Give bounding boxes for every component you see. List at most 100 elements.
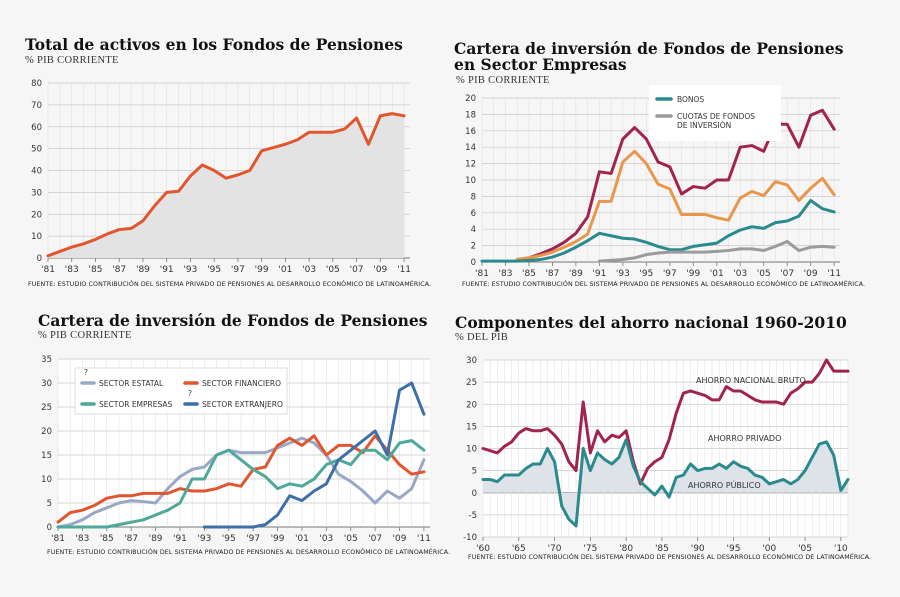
x-tick-label: '60 <box>476 544 490 554</box>
y-tick-label: 18 <box>465 110 476 120</box>
chart4-source: FUENTE: ESTUDIO CONTRIBUCIÓN DEL SISTEMA… <box>468 554 872 561</box>
chart1-source: FUENTE: ESTUDIO CONTRIBUCIÓN DEL SISTEMA… <box>28 281 432 288</box>
y-tick-label: 20 <box>465 94 476 104</box>
series-line-cuotas-de-fondos-de-inversi-n <box>597 240 836 263</box>
x-tick-label: '87 <box>112 265 126 275</box>
y-tick-label: 20 <box>466 400 477 410</box>
y-tick-label: 25 <box>466 378 477 388</box>
annotation-label: AHORRO NACIONAL BRUTO <box>696 376 806 385</box>
ahorro-publico-area <box>483 439 848 526</box>
x-tick-label: '07 <box>780 269 794 279</box>
legend-label: ACCIONES <box>677 85 716 87</box>
legend-box <box>74 367 288 415</box>
x-tick-label: '81 <box>51 534 65 544</box>
y-tick-label: 25 <box>41 403 52 413</box>
legend-label: DE INVERSIÓN <box>677 121 731 130</box>
y-tick-label: 30 <box>41 379 52 389</box>
chart-panel-cartera-sectores: Cartera de inversión de Fondos de Pensio… <box>0 300 450 597</box>
y-tick-label: 6 <box>471 209 476 219</box>
y-tick-label: 0 <box>37 254 42 264</box>
x-tick-label: '97 <box>246 534 260 544</box>
x-tick-label: '81 <box>41 265 55 275</box>
chart-panel-sector-empresas: Cartera de inversión de Fondos de Pensio… <box>450 0 900 300</box>
x-tick-label: '95 <box>222 534 236 544</box>
y-tick-label: 8 <box>471 192 476 202</box>
legend-label: SECTOR ESTATAL <box>99 379 164 388</box>
x-tick-label: '01 <box>295 534 309 544</box>
series-line-sector-empresas <box>515 108 836 262</box>
x-tick-label: '11 <box>397 265 411 275</box>
x-tick-label: '05 <box>757 269 771 279</box>
y-tick-label: 12 <box>465 160 476 170</box>
x-tick-label: '01 <box>278 265 292 275</box>
annotation-label: AHORRO PÚBLICO <box>688 479 761 490</box>
y-tick-label: 4 <box>471 225 476 235</box>
y-tick-label: -5 <box>469 511 477 521</box>
series-area <box>48 113 405 258</box>
y-tick-label: 14 <box>465 143 476 153</box>
x-tick-label: '81 <box>475 269 489 279</box>
x-tick-label: '99 <box>686 269 700 279</box>
legend-box <box>649 85 781 141</box>
chart2-title: Cartera de inversión de Fondos de Pensio… <box>454 39 844 58</box>
y-tick-label: 2 <box>471 242 476 252</box>
y-tick-label: 10 <box>466 445 477 455</box>
legend-label: SECTOR EXTRANJERO <box>202 400 283 409</box>
y-tick-label: 5 <box>47 499 52 509</box>
x-tick-label: '11 <box>827 269 841 279</box>
series-line-ahorro-nacional-bruto <box>481 358 850 486</box>
chart1-plot: 0 10 20 30 40 50 60 70 80 '81 '83 '85 '87 '89 '91 '93 '9… <box>31 79 411 275</box>
y-tick-label: 10 <box>465 176 476 186</box>
x-tick-label: '97 <box>231 265 245 275</box>
y-tick-label: 20 <box>31 210 42 220</box>
legend-label: SECTOR FINANCIERO <box>202 379 281 388</box>
y-tick-label: 80 <box>31 79 42 89</box>
x-tick-label: '93 <box>183 265 197 275</box>
x-tick-label: '05 <box>798 544 812 554</box>
x-tick-label: '11 <box>417 534 431 544</box>
y-tick-label: 15 <box>41 451 52 461</box>
x-tick-label: '91 <box>592 269 606 279</box>
x-tick-label: '87 <box>124 534 138 544</box>
x-tick-label: '03 <box>733 269 747 279</box>
y-tick-label: 35 <box>41 355 52 365</box>
x-tick-label: '85 <box>100 534 114 544</box>
chart4-plot: -10 -5 0 5 10 15 20 25 30 '60 '65 '70 '75 '80 '85 '90 '9… <box>463 356 850 554</box>
series-line-sector-empresas <box>56 439 426 529</box>
x-tick-label: '83 <box>75 534 89 544</box>
chart-panel-ahorro-nacional: Componentes del ahorro nacional 1960-201… <box>450 300 900 597</box>
y-tick-label: 0 <box>47 523 52 533</box>
y-tick-label: 5 <box>472 467 477 477</box>
x-tick-label: '89 <box>569 269 583 279</box>
y-tick-label: 50 <box>31 145 42 155</box>
x-tick-label: '10 <box>834 544 848 554</box>
x-tick-label: '93 <box>616 269 630 279</box>
chart-panel-total-activos: Total de activos en los Fondos de Pensio… <box>0 0 450 300</box>
series-line-ahorro-privado <box>481 438 850 528</box>
legend-label: SECTOR EMPRESAS <box>99 400 173 409</box>
x-tick-label: '09 <box>373 265 387 275</box>
legend-label: BONOS <box>677 95 704 104</box>
x-tick-label: '01 <box>710 269 724 279</box>
chart2-subtitle: % PIB CORRIENTE <box>456 75 550 86</box>
chart4-title: Componentes del ahorro nacional 1960-201… <box>455 313 847 332</box>
series-line-bonos <box>480 199 836 263</box>
x-tick-label: '75 <box>583 544 597 554</box>
chart2-plot: 0 2 4 6 8 10 12 14 16 18 20 '81 '83 '85 '87 '89 '91 '93 '9… <box>465 85 841 279</box>
x-tick-label: '89 <box>136 265 150 275</box>
x-tick-label: '09 <box>393 534 407 544</box>
y-tick-label: 30 <box>466 356 477 366</box>
legend-mark: ? <box>84 368 88 377</box>
chart1-title: Total de activos en los Fondos de Pensio… <box>25 35 403 54</box>
x-tick-label: '89 <box>149 534 163 544</box>
x-tick-label: '83 <box>499 269 513 279</box>
x-tick-label: '85 <box>89 265 103 275</box>
y-tick-label: 0 <box>472 489 477 499</box>
x-tick-label: '05 <box>326 265 340 275</box>
series-line-sector-financiero <box>56 434 426 524</box>
x-tick-label: '95 <box>639 269 653 279</box>
x-tick-label: '70 <box>548 544 562 554</box>
chart3-source: FUENTE: ESTUDIO CONTRIBUCIÓN DEL SISTEMA… <box>47 549 451 556</box>
series-line-acciones <box>515 149 836 262</box>
x-tick-label: '09 <box>804 269 818 279</box>
